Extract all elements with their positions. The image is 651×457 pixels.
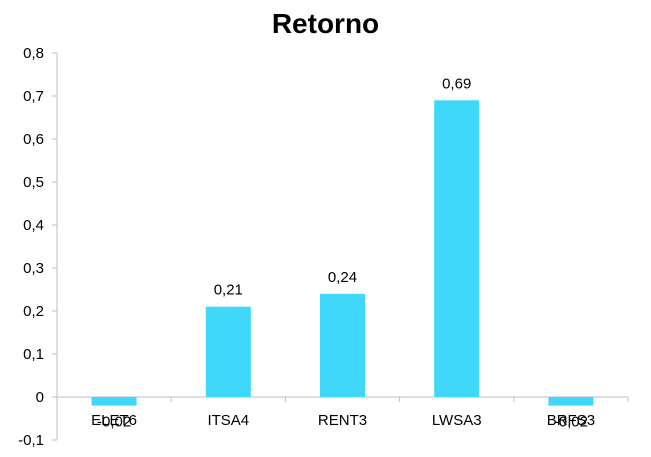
x-category-label: LWSA3 — [432, 412, 482, 429]
y-tick-label: -0,1 — [18, 432, 44, 449]
data-label: -0,02 — [97, 414, 131, 431]
bar-itsa4 — [205, 306, 251, 397]
x-axis-labels: ELET6 ITSA4 RENT3 LWSA3 BRFS3 — [91, 412, 595, 429]
y-tick-label: 0,2 — [23, 303, 44, 320]
y-tick-label: 0,6 — [23, 131, 44, 148]
y-tick-label: 0,1 — [23, 346, 44, 363]
bar-series — [91, 100, 594, 406]
bar-lwsa3 — [434, 100, 480, 398]
x-category-label: BRFS3 — [547, 412, 595, 429]
data-label: 0,24 — [328, 269, 357, 286]
x-category-label: ITSA4 — [207, 412, 249, 429]
data-labels: -0,02 0,21 0,24 0,69 -0,02 — [97, 75, 588, 430]
y-tick-label: 0,4 — [23, 217, 44, 234]
y-tick-label: 0,5 — [23, 174, 44, 191]
data-label: 0,21 — [214, 282, 243, 299]
data-label: 0,69 — [442, 75, 471, 92]
chart-title: Retorno — [271, 8, 380, 39]
data-label: -0,02 — [554, 414, 588, 431]
x-category-label: ELET6 — [91, 412, 137, 429]
y-tick-label: 0,8 — [23, 45, 44, 62]
bar-elet6 — [91, 397, 137, 406]
bar-brfs3 — [548, 397, 594, 406]
x-category-label: RENT3 — [318, 412, 367, 429]
y-tick-label: 0 — [36, 389, 44, 406]
y-tick-label: 0,3 — [23, 260, 44, 277]
y-axis-ticks: -0,1 0 0,1 0,2 0,3 0,4 0,5 0,6 0,7 0,8 — [18, 45, 629, 449]
bar-rent3 — [320, 293, 365, 397]
y-tick-label: 0,7 — [23, 88, 44, 105]
